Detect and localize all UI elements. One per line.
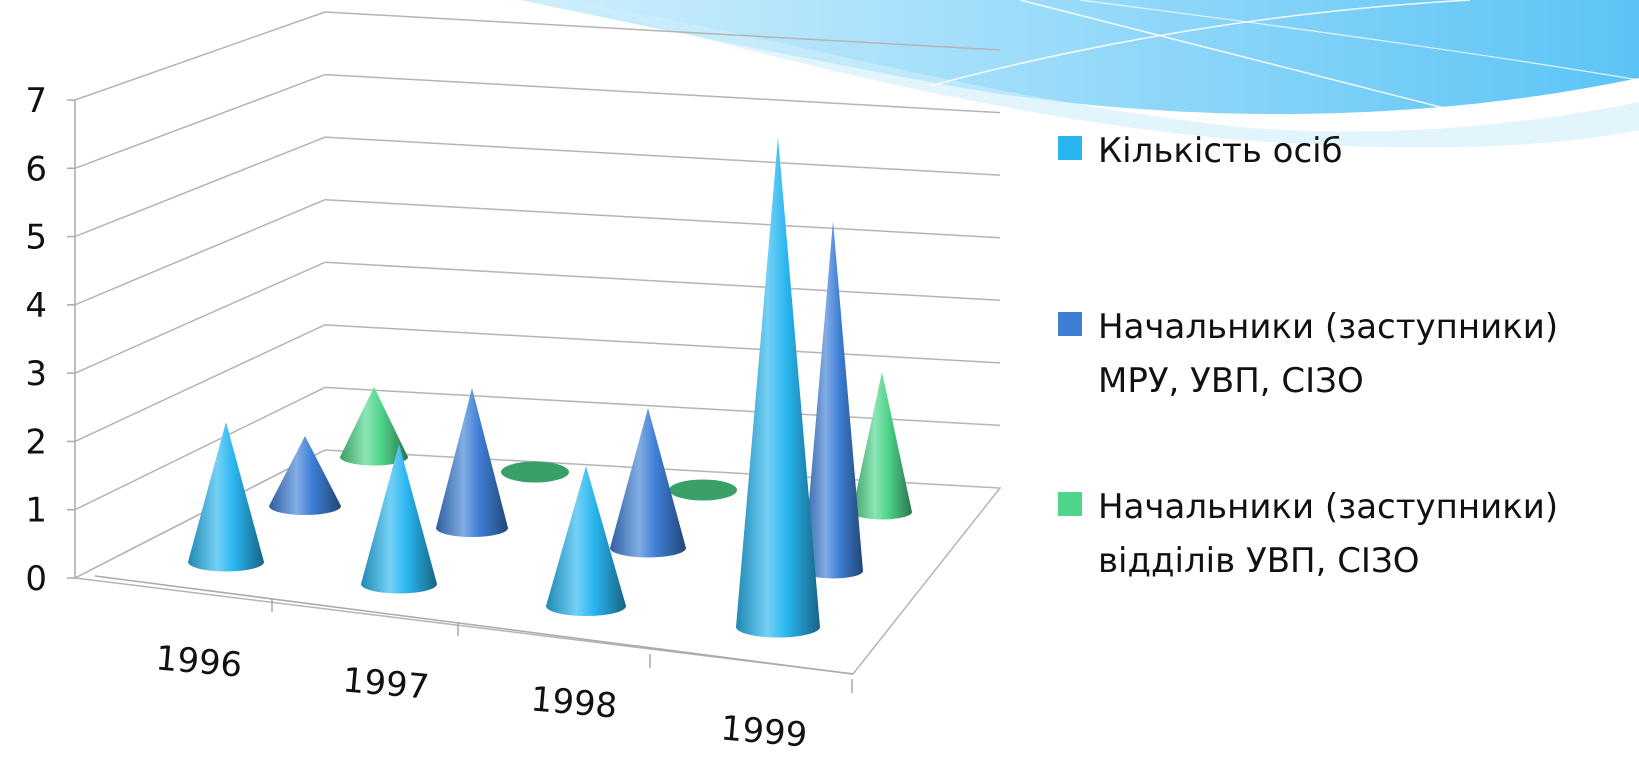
gridlines [74,11,1001,579]
side-gridline-7 [74,11,326,101]
legend-label-series-3: Начальники (заступники) відділів УВП, СІ… [1098,487,1559,581]
y-tick-label-2: 2 [25,422,47,462]
cone-body [610,408,686,558]
legend-swatch-series-2 [1058,312,1082,336]
legend-label-series-1: Кількість осіб [1098,131,1343,171]
back-gridline-3 [324,261,1001,302]
cone-2-1996 [269,436,341,515]
side-gridline-0 [74,449,326,579]
legend-label-series-2: Начальники (заступники) МРУ, УВП, СІЗО [1098,307,1559,401]
legend-item-series-1: Кількість осіб [1058,124,1598,178]
cone-3-1997 [501,461,569,483]
wave-banner-line-3 [1079,0,1639,81]
cone-body [188,422,264,572]
cone-3-1998 [669,479,737,501]
x-axis-categories: 1996 1997 1998 1999 [154,598,853,756]
side-gridline-1 [74,386,326,511]
cone-body [546,466,626,616]
cone-1-1999 [736,137,820,638]
wave-banner-line-2 [1019,0,1461,113]
cone-1-1996 [188,422,264,572]
legend-item-series-3: Начальники (заступники) відділів УВП, СІ… [1058,480,1598,588]
cone-2-1997 [436,388,508,537]
back-gridline-2 [324,324,1001,364]
legend-item-series-2: Начальники (заступники) МРУ, УВП, СІЗО [1058,300,1598,408]
cone-1-1998 [546,466,626,616]
y-tick-label-1: 1 [25,491,47,531]
cone-body [852,372,912,520]
cone-3-1996 [340,387,408,466]
y-tick-label-6: 6 [25,149,47,189]
side-gridline-5 [74,136,326,238]
cone-base-flat [501,461,569,483]
x-axis-line [94,575,854,675]
legend-swatch-series-1 [1058,136,1082,160]
wave-banner-line-1 [929,0,1471,87]
y-tick-label-3: 3 [25,354,47,394]
cone-3-1999 [852,372,912,520]
cone-body [436,388,508,537]
wave-banner-lower [560,0,1639,148]
side-gridline-6 [74,73,326,169]
cone-body [340,387,408,466]
back-gridline-1 [324,386,1001,427]
back-gridline-6 [324,73,1001,114]
side-gridline-4 [74,199,326,306]
side-gridline-2 [74,324,326,443]
legend-swatch-series-3 [1058,492,1082,516]
y-tick-label-7: 7 [25,81,47,121]
cone-2-1999 [803,221,863,579]
y-axis-ticks: 0 1 2 3 4 5 6 7 [25,81,75,599]
cone-body [361,444,437,594]
x-category-label-1996: 1996 [154,638,244,685]
back-gridline-7 [324,11,1001,51]
x-category-label-1997: 1997 [341,660,431,707]
cone-2-1998 [610,408,686,558]
y-tick-label-4: 4 [25,286,47,326]
wave-banner-decoration [520,0,1639,148]
x-category-label-1998: 1998 [529,679,619,726]
cone-1-1997 [361,444,437,594]
back-gridline-5 [324,136,1001,176]
chart-walls [72,100,1002,675]
cone-body [269,436,341,515]
cone-body [736,137,820,638]
y-tick-label-5: 5 [25,218,47,258]
x-category-label-1999: 1999 [719,708,809,755]
series-marks [188,137,912,638]
wave-banner-shape [520,0,1639,114]
back-gridline-4 [324,198,1001,239]
cone-base-flat [669,479,737,501]
side-gridline-3 [74,261,326,374]
cone-body [803,221,863,579]
y-tick-label-0: 0 [25,559,47,599]
